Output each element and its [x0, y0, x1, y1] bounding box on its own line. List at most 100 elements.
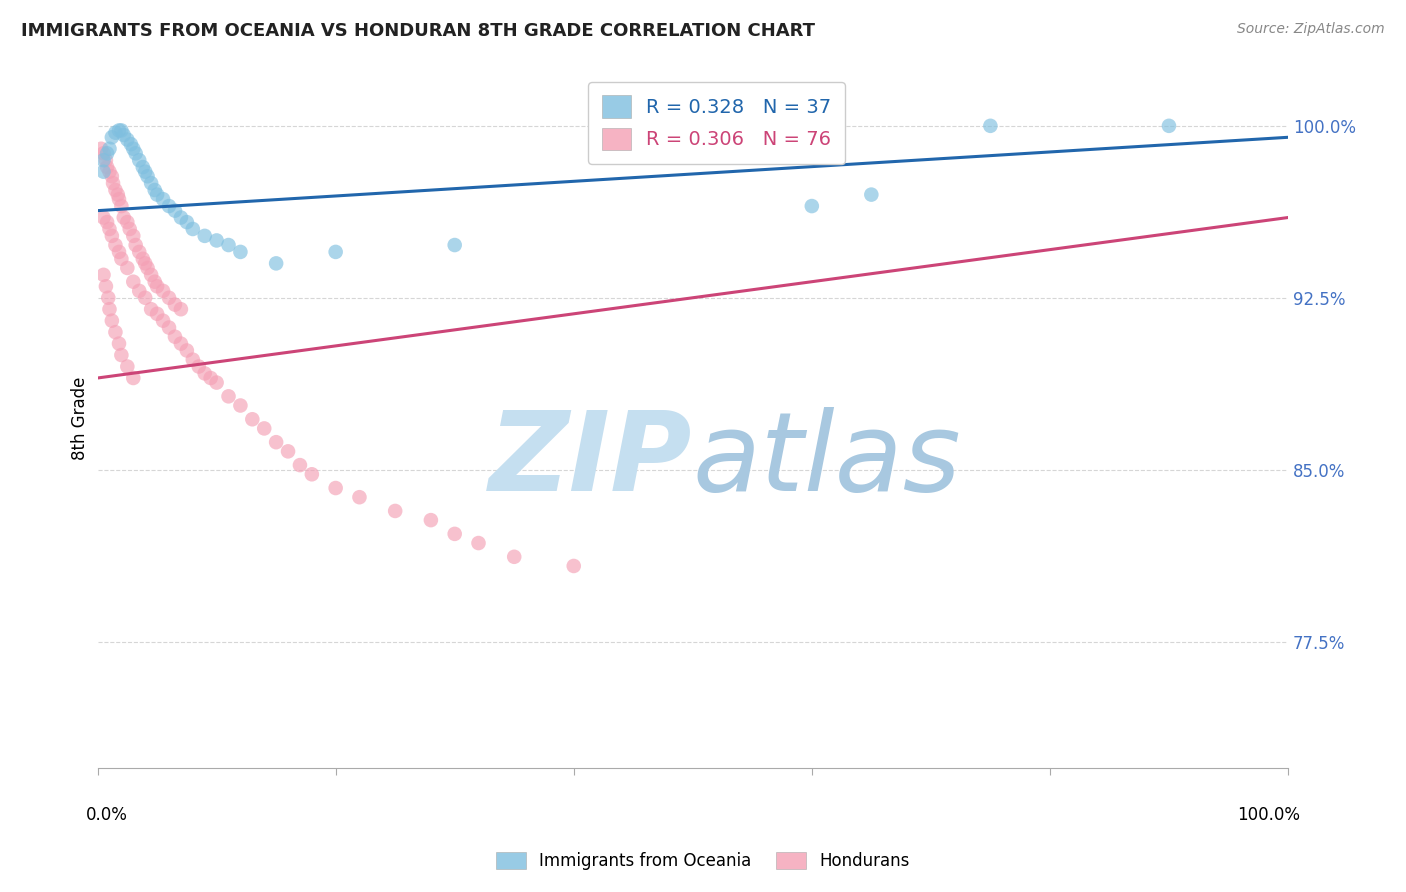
Point	[240, 412, 263, 426]
Point	[443, 527, 465, 541]
Point	[97, 291, 120, 305]
Point	[467, 536, 489, 550]
Legend: Immigrants from Oceania, Hondurans: Immigrants from Oceania, Hondurans	[489, 845, 917, 877]
Point	[176, 343, 198, 358]
Point	[325, 244, 347, 259]
Point	[104, 126, 127, 140]
Point	[170, 211, 193, 225]
Point	[218, 389, 240, 403]
Point	[108, 192, 131, 206]
Point	[122, 275, 145, 289]
Text: 100.0%: 100.0%	[1237, 806, 1301, 824]
Point	[134, 164, 156, 178]
Point	[152, 192, 174, 206]
Point	[152, 314, 174, 328]
Point	[800, 199, 823, 213]
Point	[253, 421, 276, 435]
Y-axis label: 8th Grade: 8th Grade	[72, 376, 89, 459]
Legend: R = 0.328   N = 37, R = 0.306   N = 76: R = 0.328 N = 37, R = 0.306 N = 76	[588, 82, 845, 163]
Point	[101, 176, 124, 190]
Point	[101, 314, 124, 328]
Point	[194, 367, 217, 381]
Text: 0.0%: 0.0%	[86, 806, 128, 824]
Point	[101, 169, 124, 184]
Point	[301, 467, 323, 482]
Point	[112, 211, 135, 225]
Point	[562, 558, 585, 573]
Point	[157, 291, 180, 305]
Point	[146, 279, 169, 293]
Point	[98, 302, 121, 317]
Point	[128, 244, 150, 259]
Point	[181, 352, 204, 367]
Point	[120, 137, 142, 152]
Point	[98, 164, 121, 178]
Point	[98, 222, 121, 236]
Point	[96, 160, 118, 174]
Point	[90, 142, 112, 156]
Point	[128, 284, 150, 298]
Point	[104, 325, 127, 339]
Point	[134, 291, 156, 305]
Point	[94, 153, 117, 168]
Point	[181, 222, 204, 236]
Text: atlas: atlas	[693, 407, 962, 514]
Point	[93, 211, 115, 225]
Text: IMMIGRANTS FROM OCEANIA VS HONDURAN 8TH GRADE CORRELATION CHART: IMMIGRANTS FROM OCEANIA VS HONDURAN 8TH …	[21, 22, 815, 40]
Point	[264, 435, 287, 450]
Point	[205, 234, 228, 248]
Point	[1157, 119, 1180, 133]
Point	[93, 146, 115, 161]
Point	[108, 123, 131, 137]
Point	[93, 268, 115, 282]
Point	[107, 187, 129, 202]
Point	[139, 176, 162, 190]
Point	[325, 481, 347, 495]
Point	[205, 376, 228, 390]
Point	[187, 359, 209, 374]
Point	[143, 183, 166, 197]
Point	[503, 549, 526, 564]
Point	[117, 260, 139, 275]
Point	[117, 132, 139, 146]
Point	[979, 119, 1001, 133]
Point	[132, 160, 155, 174]
Point	[122, 228, 145, 243]
Point	[200, 371, 222, 385]
Point	[419, 513, 441, 527]
Point	[98, 142, 121, 156]
Point	[176, 215, 198, 229]
Point	[229, 399, 252, 413]
Point	[108, 244, 131, 259]
Point	[139, 302, 162, 317]
Point	[110, 123, 132, 137]
Point	[146, 187, 169, 202]
Point	[277, 444, 299, 458]
Point	[860, 187, 883, 202]
Point	[96, 215, 118, 229]
Point	[122, 142, 145, 156]
Point	[134, 256, 156, 270]
Point	[93, 164, 115, 178]
Point	[101, 228, 124, 243]
Point	[163, 330, 186, 344]
Point	[194, 228, 217, 243]
Point	[443, 238, 465, 252]
Point	[122, 371, 145, 385]
Point	[218, 238, 240, 252]
Point	[110, 348, 132, 362]
Point	[93, 153, 115, 168]
Text: Source: ZipAtlas.com: Source: ZipAtlas.com	[1237, 22, 1385, 37]
Point	[104, 183, 127, 197]
Text: ZIP: ZIP	[489, 407, 693, 514]
Point	[349, 490, 371, 504]
Point	[112, 128, 135, 142]
Point	[163, 298, 186, 312]
Point	[128, 153, 150, 168]
Point	[110, 199, 132, 213]
Point	[104, 238, 127, 252]
Point	[163, 203, 186, 218]
Point	[94, 279, 117, 293]
Point	[384, 504, 406, 518]
Point	[157, 199, 180, 213]
